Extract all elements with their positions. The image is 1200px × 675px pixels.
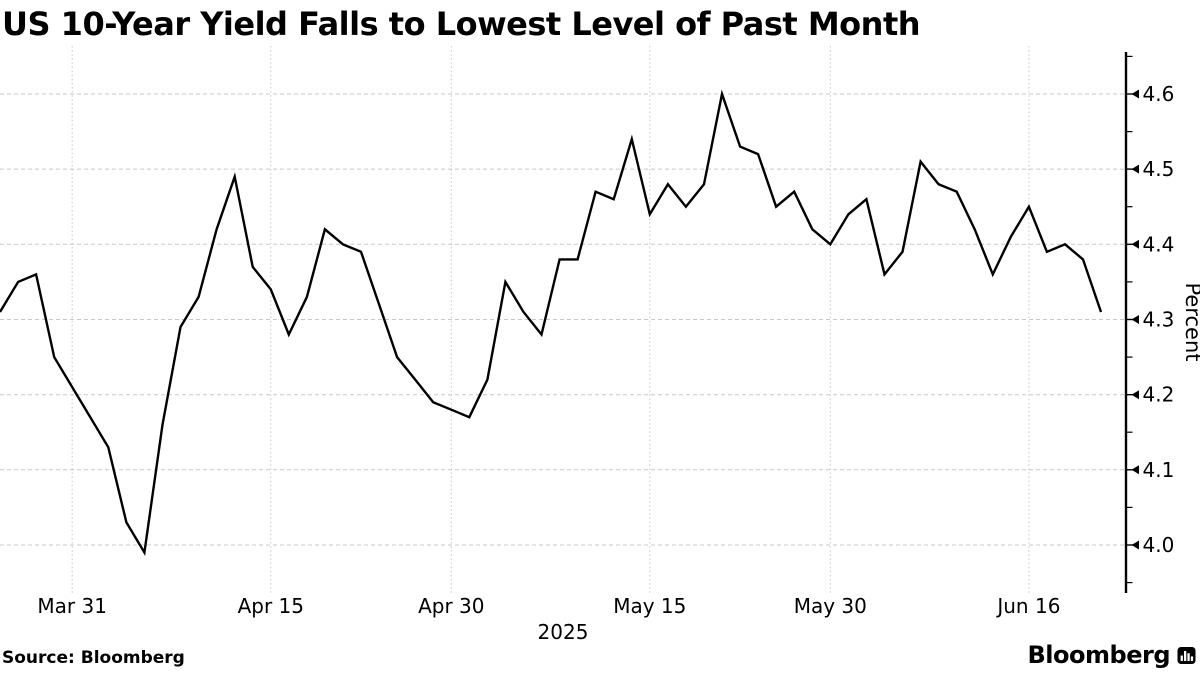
y-tick-label: 4.3 — [1143, 308, 1175, 332]
x-tick-label: May 15 — [613, 594, 686, 618]
y-axis-title: Percent — [1181, 282, 1200, 361]
y-tick-arrow-icon — [1131, 315, 1139, 324]
y-tick-label: 4.2 — [1143, 383, 1175, 407]
y-tick-label: 4.5 — [1143, 157, 1175, 181]
y-tick-label: 4.0 — [1143, 533, 1175, 557]
y-tick-arrow-icon — [1131, 465, 1139, 475]
x-axis-year-label: 2025 — [538, 620, 589, 644]
y-tick-arrow-icon — [1131, 89, 1139, 99]
y-tick-label: 4.4 — [1143, 232, 1175, 256]
y-tick-label: 4.1 — [1143, 458, 1175, 482]
bloomberg-bars-icon — [1177, 646, 1196, 664]
x-tick-label: Apr 15 — [238, 594, 304, 618]
y-tick-arrow-icon — [1131, 540, 1139, 550]
y-tick-arrow-icon — [1131, 164, 1139, 174]
yield-series-line — [0, 89, 1103, 557]
bloomberg-wordmark: Bloomberg — [1027, 641, 1171, 669]
x-tick-label: May 30 — [794, 594, 867, 618]
chart-title: US 10-Year Yield Falls to Lowest Level o… — [2, 5, 921, 43]
source-note: Source: Bloomberg — [2, 648, 185, 668]
y-tick-arrow-icon — [1131, 239, 1139, 249]
x-tick-label: Mar 31 — [37, 594, 107, 618]
bloomberg-logo: Bloomberg — [1028, 641, 1196, 669]
x-tick-label: Jun 16 — [995, 594, 1060, 618]
x-tick-label: Apr 30 — [418, 594, 484, 618]
y-tick-label: 4.6 — [1143, 82, 1175, 106]
y-tick-arrow-icon — [1131, 390, 1139, 400]
